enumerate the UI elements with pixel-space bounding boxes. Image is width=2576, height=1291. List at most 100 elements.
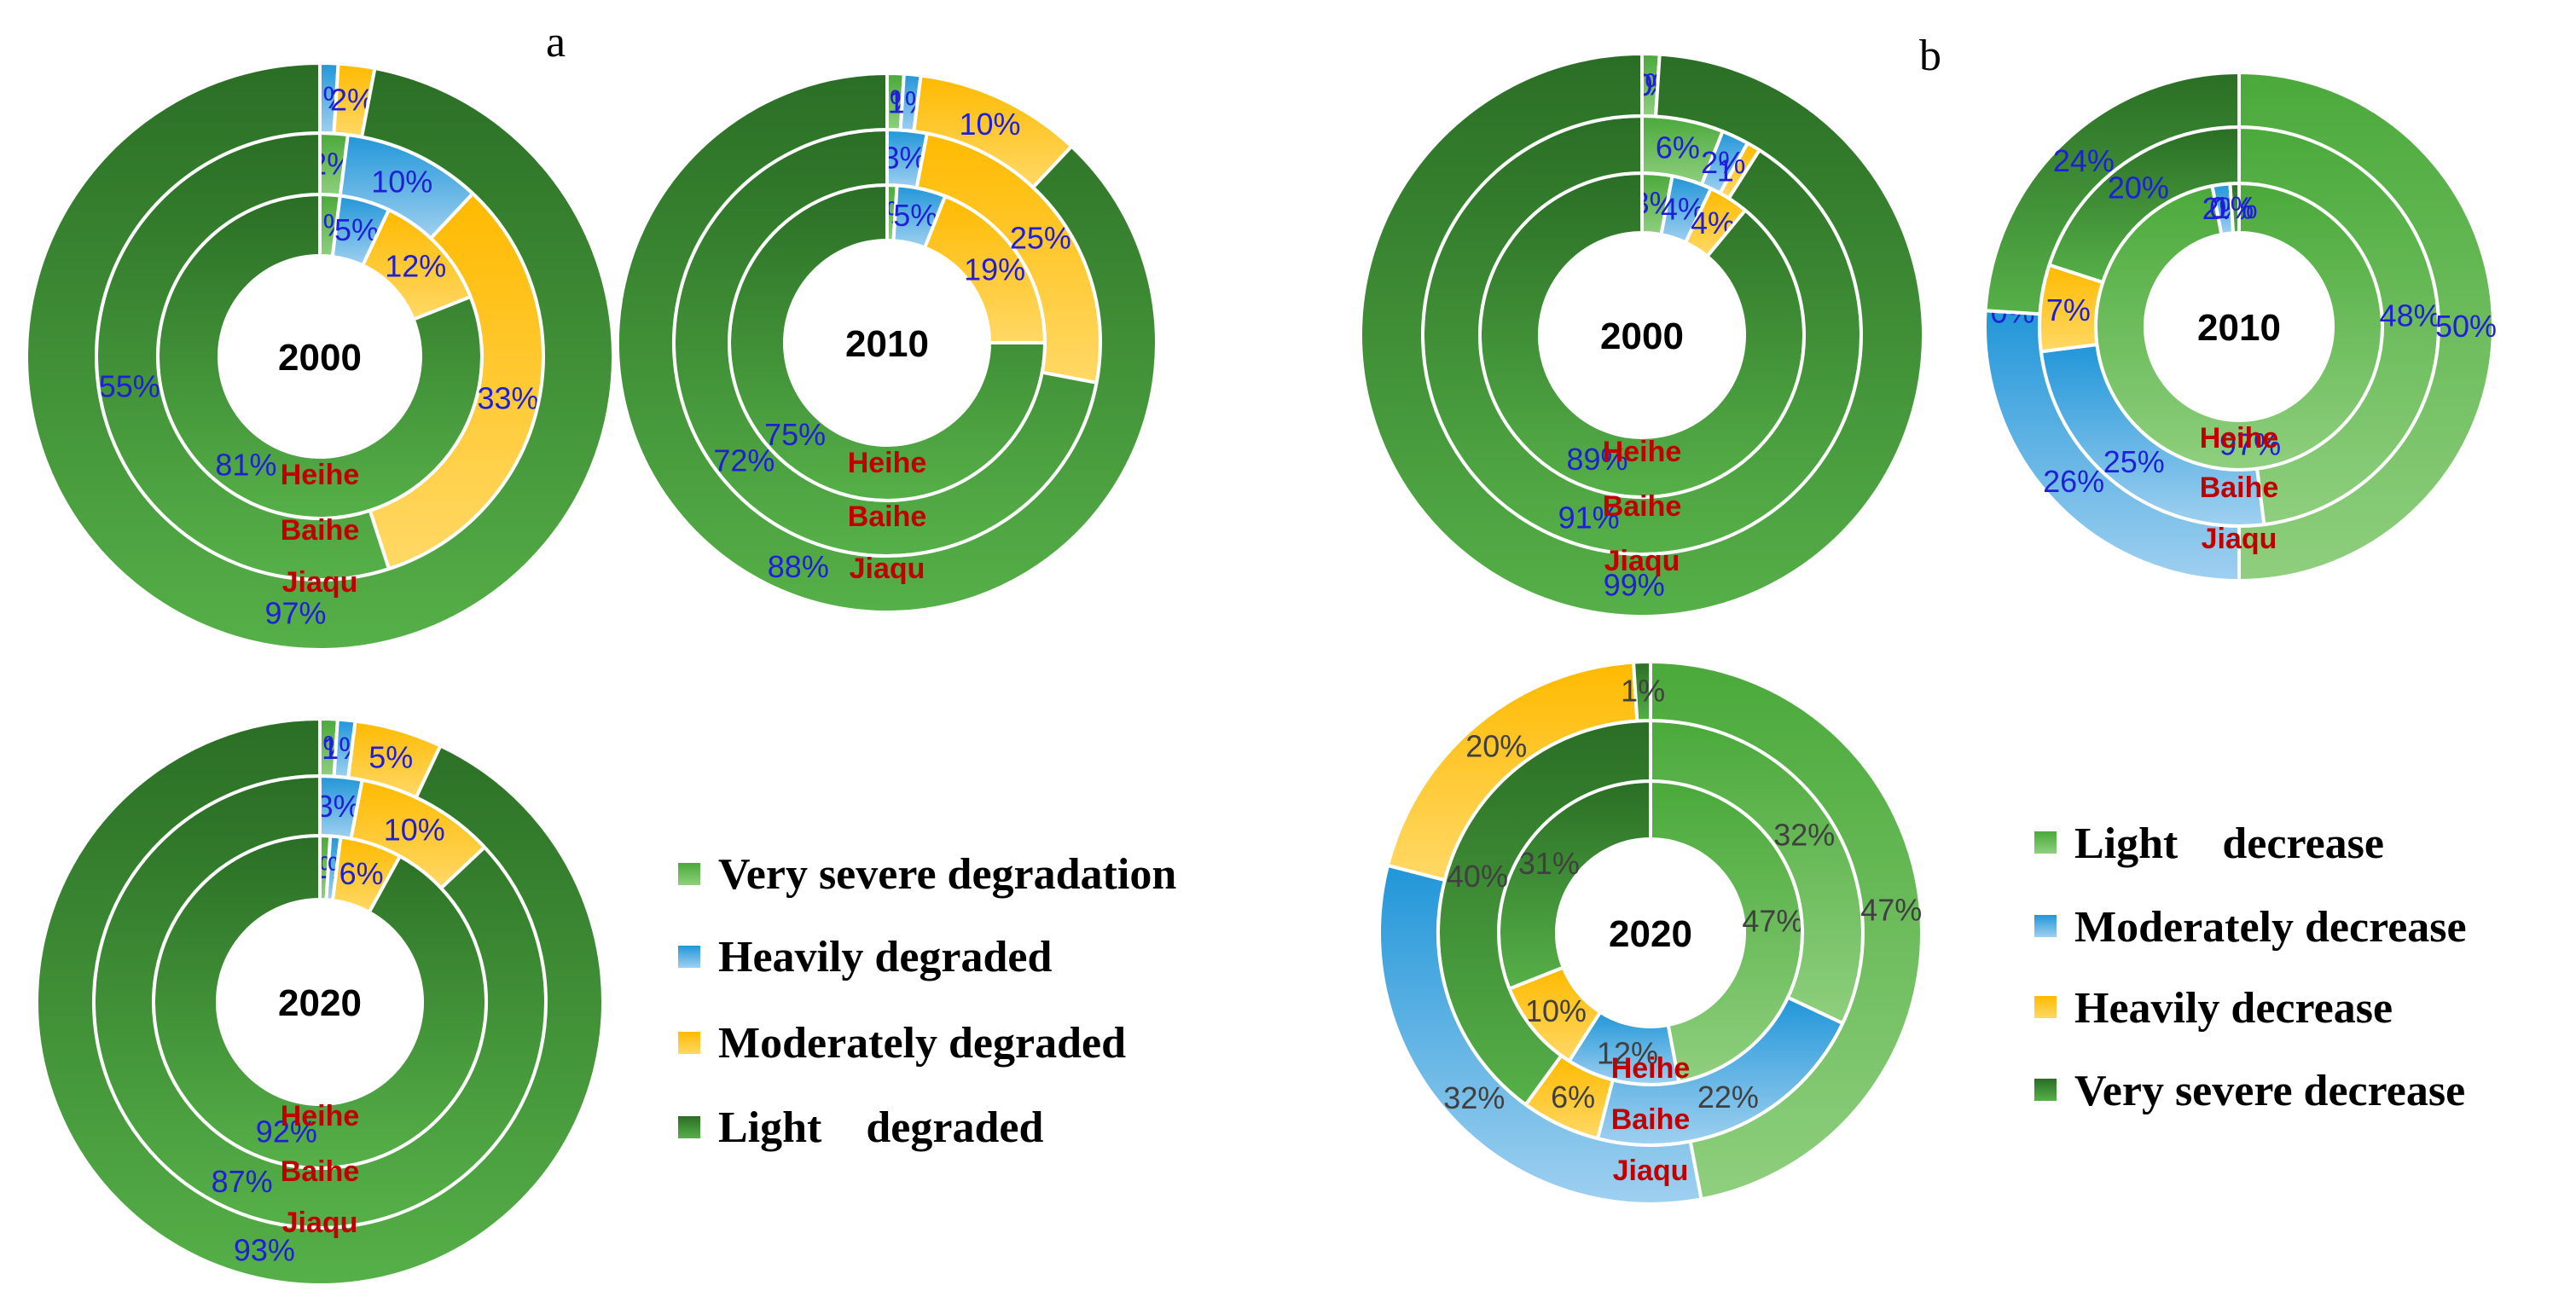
legend-b-label-2: Heavily decrease: [2074, 984, 2393, 1033]
pct-label-baihe-3: 20%: [2108, 170, 2169, 205]
pct-label-heihe-1: 12%: [1597, 1035, 1658, 1070]
chart-b-2000: 3%4%4%89%Heihe6%2%1%91%Baihe1%0%0%99%Jia…: [1359, 51, 1925, 618]
region-label-baihe: Baihe: [281, 514, 360, 547]
region-label-heihe: Heihe: [2200, 422, 2279, 454]
region-label-baihe: Baihe: [1603, 490, 1682, 523]
pct-label-jiaqu-1: 26%: [2043, 464, 2104, 499]
pct-label-heihe-3: 81%: [215, 447, 276, 482]
pct-label-baihe-3: 40%: [1447, 859, 1508, 894]
chart-b-2010: 97%2%0%1%Heihe48%25%7%20%Baihe50%26%0%24…: [1983, 70, 2497, 583]
chart-b-2020: 47% 12% 10% 31% Heihe 32% 22% 6% 40% Baihe 47% 32% 2…: [1378, 659, 1924, 1206]
ring-segment-jiaqu-0: [1649, 659, 1924, 1201]
legend-a-label-1: Heavily degraded: [718, 933, 1053, 981]
legend-b-label-1: Moderately decrease: [2074, 903, 2467, 952]
pct-label-baihe-1: 22%: [1697, 1080, 1759, 1114]
region-label-jiaqu: Jiaqu: [2202, 523, 2277, 555]
pct-label-baihe-2: 25%: [1010, 221, 1071, 256]
pct-label-baihe-1: 10%: [371, 165, 432, 200]
pct-label-baihe-2: 7%: [2046, 292, 2091, 327]
pct-label-baihe-3: 87%: [212, 1164, 273, 1199]
pct-label-jiaqu-2: 20%: [1465, 729, 1527, 764]
pct-label-heihe-2: 12%: [385, 249, 446, 284]
pct-label-heihe-2: 10%: [1525, 993, 1587, 1028]
pct-label-heihe-3: 92%: [256, 1114, 317, 1149]
pct-label-baihe-1: 3%: [316, 789, 361, 824]
pct-label-jiaqu-0: 47%: [1860, 892, 1922, 927]
pct-label-jiaqu-3: 99%: [1604, 567, 1665, 602]
pct-label-jiaqu-3: 24%: [2053, 143, 2115, 178]
region-label-heihe: Heihe: [1611, 1052, 1691, 1085]
pct-label-heihe-2: 6%: [339, 856, 384, 891]
region-label-baihe: Baihe: [2200, 472, 2279, 504]
ring-segment-jiaqu-3: [616, 71, 1158, 614]
year-label: 2000: [278, 337, 362, 379]
ring-segment-jiaqu-3: [1631, 659, 1652, 723]
ring-segment-jiaqu-1: [1378, 863, 1703, 1206]
pct-label-baihe-0: 48%: [2380, 298, 2441, 333]
pct-label-heihe-0: 97%: [2219, 426, 2281, 461]
region-label-jiaqu: Jiaqu: [282, 566, 358, 599]
year-label: 2010: [845, 323, 929, 365]
ring-segment-jiaqu-0: [2237, 70, 2495, 583]
pct-label-heihe-3: 75%: [764, 417, 826, 452]
pct-label-heihe-0: 47%: [1742, 903, 1803, 938]
region-label-heihe: Heihe: [1603, 436, 1682, 468]
ring-segment-jiaqu-3: [25, 61, 615, 651]
region-label-baihe: Baihe: [848, 501, 927, 533]
pct-label-jiaqu-3: 88%: [768, 549, 829, 584]
year-label: 2020: [278, 982, 362, 1024]
pct-label-baihe-0: 6%: [1656, 130, 1700, 165]
chart-a-2000: 2%5%12%81%Heihe2%10%33%55%Baihe0%1%2%97%…: [25, 61, 615, 651]
pct-label-baihe-0: 32%: [1773, 818, 1835, 853]
legend-b-swatch-3: [2034, 1079, 2057, 1101]
year-label: 2000: [1600, 316, 1684, 357]
legend-a-label-3: Light degraded: [718, 1103, 1043, 1152]
panel-label-b: b: [1919, 32, 1941, 80]
chart-a-2010: 1%5%19%75%Heihe0%3%25%72%Baihe1%1%10%88%…: [616, 71, 1158, 614]
legend-b-swatch-2: [2034, 996, 2057, 1018]
pct-label-jiaqu-3: 93%: [234, 1232, 295, 1267]
pct-label-baihe-1: 25%: [2103, 444, 2165, 479]
pct-label-heihe-3: 31%: [1518, 846, 1580, 881]
pct-label-baihe-3: 55%: [99, 368, 160, 403]
pct-label-baihe-2: 6%: [1551, 1080, 1595, 1114]
pct-label-heihe-2: 19%: [964, 252, 1025, 287]
legend-b: Light decrease Moderately decrease Heavi…: [2034, 819, 2467, 1115]
pct-label-jiaqu-0: 50%: [2435, 309, 2497, 344]
legend-a-swatch-2: [678, 1032, 700, 1054]
region-label-jiaqu: Jiaqu: [1613, 1155, 1689, 1187]
year-label: 2020: [1609, 913, 1692, 955]
panel-label-a: a: [546, 18, 566, 67]
pct-label-heihe-1: 5%: [893, 198, 937, 233]
region-label-heihe: Heihe: [281, 1100, 360, 1132]
legend-b-label-0: Light decrease: [2074, 819, 2384, 868]
chart-a-2020: 1%1%6%92%Heihe0%3%10%87%Baihe1%1%5%93%Ji…: [35, 716, 605, 1287]
legend-b-swatch-1: [2034, 915, 2057, 937]
legend-a-swatch-3: [678, 1116, 700, 1138]
legend-a-swatch-1: [678, 946, 700, 968]
region-label-heihe: Heihe: [281, 459, 360, 491]
pct-label-baihe-3: 72%: [713, 443, 775, 478]
pct-label-baihe-2: 33%: [478, 380, 539, 415]
pct-label-heihe-3: 89%: [1566, 442, 1627, 477]
region-label-baihe: Baihe: [1611, 1103, 1691, 1136]
region-label-jiaqu: Jiaqu: [850, 553, 925, 585]
legend-a: Very severe degradation Heavily degraded…: [678, 850, 1176, 1152]
region-label-jiaqu: Jiaqu: [1604, 545, 1680, 577]
ring-segment-jiaqu-3: [1983, 70, 2241, 316]
legend-b-label-3: Very severe decrease: [2074, 1067, 2465, 1115]
year-label: 2010: [2197, 307, 2281, 349]
pct-label-jiaqu-2: 10%: [959, 107, 1020, 142]
legend-a-label-0: Very severe degradation: [718, 850, 1176, 899]
pct-label-baihe-3: 91%: [1558, 501, 1620, 536]
region-label-baihe: Baihe: [281, 1155, 360, 1188]
pct-label-heihe-3: 1%: [2213, 190, 2258, 225]
pct-label-jiaqu-3: 1%: [1621, 674, 1665, 709]
region-label-heihe: Heihe: [848, 447, 927, 479]
legend-a-label-2: Moderately degraded: [718, 1019, 1126, 1068]
pct-label-heihe-1: 5%: [334, 212, 379, 247]
legend-a-swatch-0: [678, 863, 700, 885]
pct-label-jiaqu-3: 97%: [264, 596, 326, 631]
pct-label-baihe-2: 10%: [384, 812, 445, 847]
